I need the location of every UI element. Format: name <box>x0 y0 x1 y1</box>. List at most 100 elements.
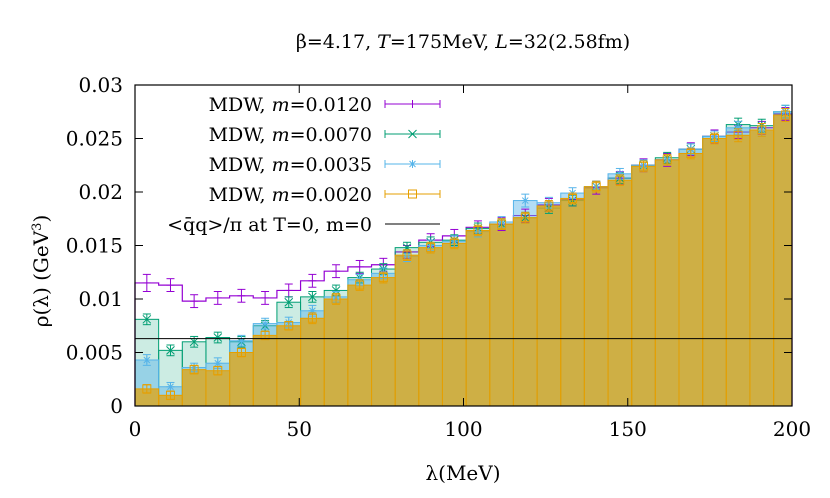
bar-s3-25 <box>725 134 751 407</box>
bar-s3-9 <box>347 284 373 407</box>
point-s1-3 <box>213 331 223 344</box>
legend-entry-1: MDW, m=0.0070 <box>209 124 441 146</box>
point-s2-5 <box>261 317 270 330</box>
legend-label-3: MDW, m=0.0020 <box>209 184 372 206</box>
bar-s3-16 <box>512 217 538 407</box>
y-tick-label-5: 0.025 <box>66 127 123 151</box>
bar-s3-18 <box>560 197 585 407</box>
point-s3-6 <box>284 320 294 331</box>
bar-s3-17 <box>536 205 562 407</box>
point-s3-0 <box>142 384 152 394</box>
point-s3-21 <box>639 160 649 173</box>
point-s1-7 <box>308 291 317 303</box>
point-s2-1 <box>166 381 175 392</box>
bar-s3-24 <box>702 138 727 407</box>
bar-s3-22 <box>654 159 680 407</box>
y-axis-title: ρ(λ) (GeV3) <box>29 215 53 328</box>
y-tick-label-3: 0.015 <box>66 234 123 258</box>
point-s2-4 <box>237 334 246 347</box>
point-s3-27 <box>780 108 790 122</box>
bar-s3-21 <box>631 165 656 407</box>
point-s3-15 <box>497 218 507 230</box>
bar-s3-26 <box>749 129 775 407</box>
point-s3-4 <box>236 347 246 358</box>
y-tick-label-1: 0.005 <box>66 341 123 365</box>
point-s0-1 <box>166 278 175 293</box>
bar-s3-10 <box>371 277 396 407</box>
point-s3-23 <box>686 147 696 160</box>
point-s3-8 <box>331 293 341 305</box>
bar-s3-20 <box>607 179 633 407</box>
point-s0-9 <box>355 259 364 274</box>
point-s2-0 <box>142 354 151 366</box>
point-s1-2 <box>189 335 199 348</box>
point-s0-4 <box>237 288 246 303</box>
point-s0-0 <box>142 273 151 293</box>
error-bars-layer <box>142 104 790 401</box>
point-s2-16 <box>521 193 530 208</box>
point-s0-5 <box>261 291 270 305</box>
bar-s3-3 <box>205 370 231 407</box>
y-tick-label-6: 0.03 <box>78 73 123 97</box>
bar-s3-2 <box>181 369 207 407</box>
x-tick-label-1: 50 <box>287 417 312 441</box>
bar-s3-14 <box>465 230 491 407</box>
point-s3-16 <box>520 211 530 224</box>
bar-s3-7 <box>300 317 325 407</box>
y-tick-label-0: 0 <box>110 394 123 418</box>
point-s3-2 <box>189 364 199 375</box>
point-s3-3 <box>213 365 223 376</box>
legend-label-1: MDW, m=0.0070 <box>209 124 372 146</box>
x-tick-label-2: 100 <box>444 417 482 441</box>
bar-s3-27 <box>773 114 793 407</box>
chart-title: β=4.17, T=175MeV, L=32(2.58fm) <box>296 31 630 53</box>
point-s3-10 <box>378 271 388 284</box>
x-tick-label-3: 150 <box>609 417 647 441</box>
bar-s3-6 <box>276 325 302 407</box>
legend-label-4: <q̄q>/π at T=0, m=0 <box>167 214 372 236</box>
legend-entry-3: MDW, m=0.0020 <box>209 184 441 206</box>
point-s3-26 <box>757 123 767 137</box>
point-s3-1 <box>165 390 175 401</box>
point-s0-3 <box>213 291 222 305</box>
x-tick-label-4: 200 <box>773 417 811 441</box>
point-s3-25 <box>733 128 743 143</box>
bar-s3-8 <box>323 298 349 407</box>
point-s0-6 <box>284 283 293 298</box>
x-axis-title: λ(MeV) <box>425 461 500 485</box>
y-tick-label-2: 0.01 <box>78 287 123 311</box>
point-s3-9 <box>355 279 365 291</box>
bar-s3-23 <box>678 152 704 407</box>
point-s3-18 <box>568 192 578 205</box>
point-s3-24 <box>709 132 719 145</box>
legend-label-0: MDW, m=0.0120 <box>209 94 372 116</box>
point-s0-7 <box>308 273 317 288</box>
legend: MDW, m=0.0120 MDW, m=0.0070 MDW, m=0.0035 M… <box>167 94 441 236</box>
point-s3-13 <box>449 237 459 250</box>
bar-s3-11 <box>394 254 420 407</box>
point-s1-0 <box>142 313 152 326</box>
bar-s3-19 <box>583 186 609 407</box>
legend-entry-0: MDW, m=0.0120 <box>209 94 441 116</box>
bar-s3-15 <box>489 223 514 407</box>
bar-s3-12 <box>418 247 443 407</box>
series-3-errors <box>142 108 790 401</box>
point-s3-20 <box>615 174 625 187</box>
point-s3-7 <box>307 312 317 325</box>
point-s1-1 <box>166 344 175 357</box>
series-3-bars <box>134 114 793 407</box>
point-s3-12 <box>426 241 436 254</box>
point-s3-11 <box>402 249 412 261</box>
legend-entry-2: MDW, m=0.0035 <box>209 154 441 176</box>
point-s3-19 <box>591 180 601 193</box>
ticks-layer: 0 50 100 150 200 0 0.005 0.01 0.015 0.02 0.025 0.03 <box>66 73 811 441</box>
bar-s3-4 <box>229 352 254 407</box>
point-s3-14 <box>473 224 483 237</box>
x-tick-label-0: 0 <box>129 417 142 441</box>
point-s0-2 <box>190 294 199 309</box>
legend-entry-4: <q̄q>/π at T=0, m=0 <box>167 214 440 236</box>
legend-label-2: MDW, m=0.0035 <box>209 154 372 176</box>
bar-s3-5 <box>252 334 278 407</box>
